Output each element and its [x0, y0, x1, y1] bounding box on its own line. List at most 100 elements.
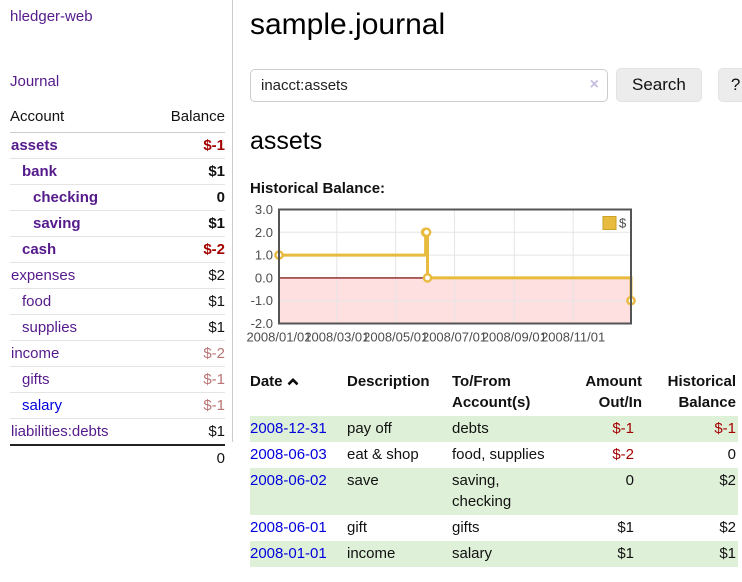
account-row: cash $-2 — [10, 236, 225, 263]
transaction-row[interactable]: 2008-06-02 save saving, checking 0 $2 — [250, 468, 738, 515]
txn-date-cell: 2008-12-31 — [250, 416, 347, 442]
account-row: liabilities:debts $1 — [10, 418, 225, 445]
y-axis-tick-label: -2.0 — [251, 316, 273, 331]
transaction-row[interactable]: 2008-12-31 pay off debts $-1 $-1 — [250, 416, 738, 442]
y-axis-tick-label: -1.0 — [251, 293, 273, 308]
sidebar-account-balance: $1 — [148, 210, 225, 237]
transaction-row[interactable]: 2008-06-01 gift gifts $1 $2 — [250, 515, 738, 541]
txn-amount-cell: $1 — [569, 541, 642, 567]
sidebar-account-link[interactable]: liabilities:debts — [11, 423, 109, 440]
account-row: salary $-1 — [10, 392, 225, 419]
sidebar-account-link[interactable]: bank — [22, 163, 58, 180]
txn-balance-cell: $-1 — [642, 416, 738, 442]
sidebar-account-balance: $1 — [148, 418, 225, 445]
txn-header-amount: Amount Out/In — [585, 373, 642, 411]
sidebar: hledger-web Journal Account Balance asse… — [0, 0, 233, 471]
transaction-row[interactable]: 2008-06-03 eat & shop food, supplies $-2 0 — [250, 442, 738, 468]
x-axis-tick-label: 2008/11/01 — [541, 330, 605, 345]
account-row: expenses $2 — [10, 262, 225, 289]
txn-amount-cell: 0 — [569, 468, 642, 515]
txn-header-balance: Historical Balance — [667, 373, 736, 411]
txn-tofrom-cell: salary — [452, 541, 569, 567]
y-axis-tick-label: 0.0 — [255, 270, 273, 285]
txn-header-date[interactable]: Date — [250, 369, 347, 416]
sidebar-item-journal[interactable]: Journal — [10, 73, 60, 90]
plot-border — [278, 208, 632, 325]
transaction-date-link[interactable]: 2008-12-31 — [250, 420, 327, 437]
sidebar-account-balance: $-2 — [148, 340, 225, 367]
sidebar-account-link[interactable]: gifts — [22, 371, 50, 388]
sidebar-account-link[interactable]: cash — [22, 241, 57, 258]
data-point-marker[interactable] — [421, 227, 432, 238]
txn-tofrom-cell: food, supplies — [452, 446, 545, 463]
account-row: supplies $1 — [10, 314, 225, 341]
sidebar-account-balance: $1 — [148, 314, 225, 341]
account-row: gifts $-1 — [10, 366, 225, 393]
sidebar-account-balance: $-1 — [148, 392, 225, 419]
txn-description-cell: pay off — [347, 416, 452, 442]
txn-description-cell: income — [347, 541, 452, 567]
txn-balance-cell: 0 — [727, 446, 736, 463]
transaction-date-link[interactable]: 2008-06-03 — [250, 446, 327, 463]
accounts-total-value: 0 — [148, 444, 225, 471]
transaction-date-link[interactable]: 2008-06-02 — [250, 472, 327, 489]
app-title-link[interactable]: hledger-web — [10, 8, 93, 25]
help-button[interactable]: ? — [717, 68, 742, 102]
sidebar-account-link[interactable]: assets — [11, 137, 58, 154]
x-axis-tick-label: 2008/01/01 — [246, 330, 311, 345]
transaction-date-link[interactable]: 2008-06-01 — [250, 519, 327, 536]
sidebar-account-link[interactable]: food — [22, 293, 52, 310]
sidebar-account-link[interactable]: supplies — [22, 319, 78, 336]
txn-amount-cell: $-2 — [612, 446, 634, 463]
txn-description-cell: save — [347, 468, 452, 515]
txn-header-date-label: Date — [250, 373, 283, 390]
legend-swatch — [602, 216, 617, 230]
transaction-row[interactable]: 2008-01-01 income salary $1 $1 — [250, 541, 738, 567]
data-point-marker[interactable] — [422, 273, 433, 283]
search-input[interactable] — [250, 68, 608, 102]
txn-balance-cell: $1 — [642, 541, 738, 567]
y-axis-tick-label: 2.0 — [255, 225, 273, 240]
sidebar-account-balance: $1 — [148, 158, 225, 185]
search-button[interactable]: Search — [616, 68, 702, 102]
sidebar-account-link[interactable]: expenses — [11, 267, 76, 284]
sidebar-account-balance: 0 — [148, 184, 225, 211]
sidebar-account-link[interactable]: saving — [33, 215, 81, 232]
search-form: × Search ? — [250, 68, 742, 102]
x-axis-tick-label: 2008/07/01 — [422, 330, 487, 345]
legend-label: $ — [619, 216, 627, 231]
clear-search-icon[interactable]: × — [589, 75, 599, 93]
x-axis-tick-label: 2008/05/01 — [363, 330, 428, 345]
account-row: food $1 — [10, 288, 225, 315]
account-heading: assets — [250, 127, 323, 155]
sidebar-account-balance: $-1 — [148, 366, 225, 393]
y-axis-tick-label: 1.0 — [255, 248, 273, 263]
txn-date-cell: 2008-01-01 — [250, 541, 347, 567]
chart-svg: $3.0 2.0 1.0 0.0 -1.0 -2.02008/01/012008/03/0… — [246, 202, 636, 345]
sidebar-account-link[interactable]: income — [11, 345, 60, 362]
chart-label: Historical Balance: — [250, 180, 386, 197]
accounts-table: Account Balance assets $-1 bank $1 checking 0… — [10, 102, 225, 471]
account-row: bank $1 — [10, 158, 225, 185]
accounts-header-account: Account — [10, 102, 149, 133]
txn-tofrom-cell: debts — [452, 416, 569, 442]
transaction-date-link[interactable]: 2008-01-01 — [250, 545, 327, 562]
page-title: sample.journal — [250, 8, 446, 41]
y-axis-tick-label: 3.0 — [255, 202, 273, 217]
historical-balance-chart[interactable]: $3.0 2.0 1.0 0.0 -1.0 -2.0 2008/01/01 2008/03/0… — [246, 202, 738, 353]
sidebar-account-balance: $2 — [148, 262, 225, 289]
txn-date-cell: 2008-06-01 — [250, 515, 347, 541]
txn-tofrom-cell: gifts — [452, 519, 480, 536]
txn-balance-cell: $2 — [719, 519, 736, 536]
main-content: sample.journal × Search ? assets Histori… — [246, 0, 742, 567]
account-row: checking 0 — [10, 184, 225, 211]
sidebar-account-link[interactable]: checking — [33, 189, 99, 206]
sort-ascending-icon — [286, 377, 299, 390]
txn-amount-cell: $1 — [617, 519, 634, 536]
txn-tofrom-cell: saving, checking — [452, 468, 569, 515]
account-row: saving $1 — [10, 210, 225, 237]
txn-date-cell: 2008-06-03 — [250, 442, 347, 468]
x-axis-tick-label: 2008/03/01 — [304, 330, 369, 345]
search-input-wrap: × — [250, 68, 608, 102]
sidebar-account-link[interactable]: salary — [22, 397, 63, 414]
